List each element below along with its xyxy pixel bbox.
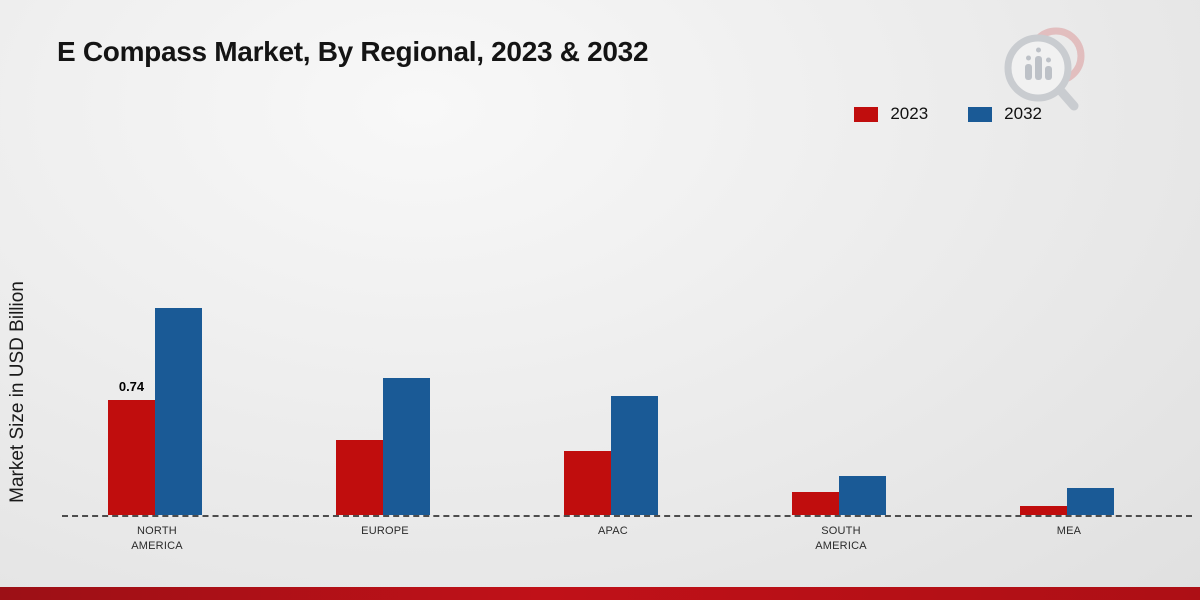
footer-accent-bar <box>0 587 1200 600</box>
x-axis-label-mea: MEA <box>1056 525 1082 537</box>
x-axis-label-south-america: SOUTH AMERICA <box>815 525 867 553</box>
bar-2023-mea <box>1020 506 1067 515</box>
bar-2023-north-america <box>108 400 155 515</box>
bar-2032-south-america <box>839 476 886 515</box>
legend-swatch-2023 <box>854 106 879 122</box>
legend: 2023 2032 <box>854 104 1042 124</box>
bar-2032-north-america <box>155 308 202 515</box>
legend-label-2023: 2023 <box>890 104 929 123</box>
bar-2023-apac <box>564 451 611 515</box>
market-research-logo-icon <box>1004 27 1085 111</box>
bar-value-label: 0.74 <box>118 379 145 394</box>
bar-2023-south-america <box>792 492 839 515</box>
x-axis-label-europe: EUROPE <box>361 525 409 537</box>
x-axis-baseline <box>62 515 1192 517</box>
x-axis-label-apac: APAC <box>598 525 628 537</box>
bar-2032-mea <box>1067 488 1114 515</box>
bar-2023-europe <box>336 440 383 515</box>
legend-item-2023: 2023 <box>854 104 928 124</box>
legend-item-2032: 2032 <box>968 104 1042 124</box>
legend-swatch-2032 <box>968 106 993 122</box>
bar-2032-europe <box>383 378 430 515</box>
x-axis-label-north-america: NORTH AMERICA <box>131 525 183 553</box>
chart-title: E Compass Market, By Regional, 2023 & 20… <box>57 36 649 67</box>
legend-label-2032: 2032 <box>1004 104 1042 123</box>
bar-2032-apac <box>611 396 658 515</box>
